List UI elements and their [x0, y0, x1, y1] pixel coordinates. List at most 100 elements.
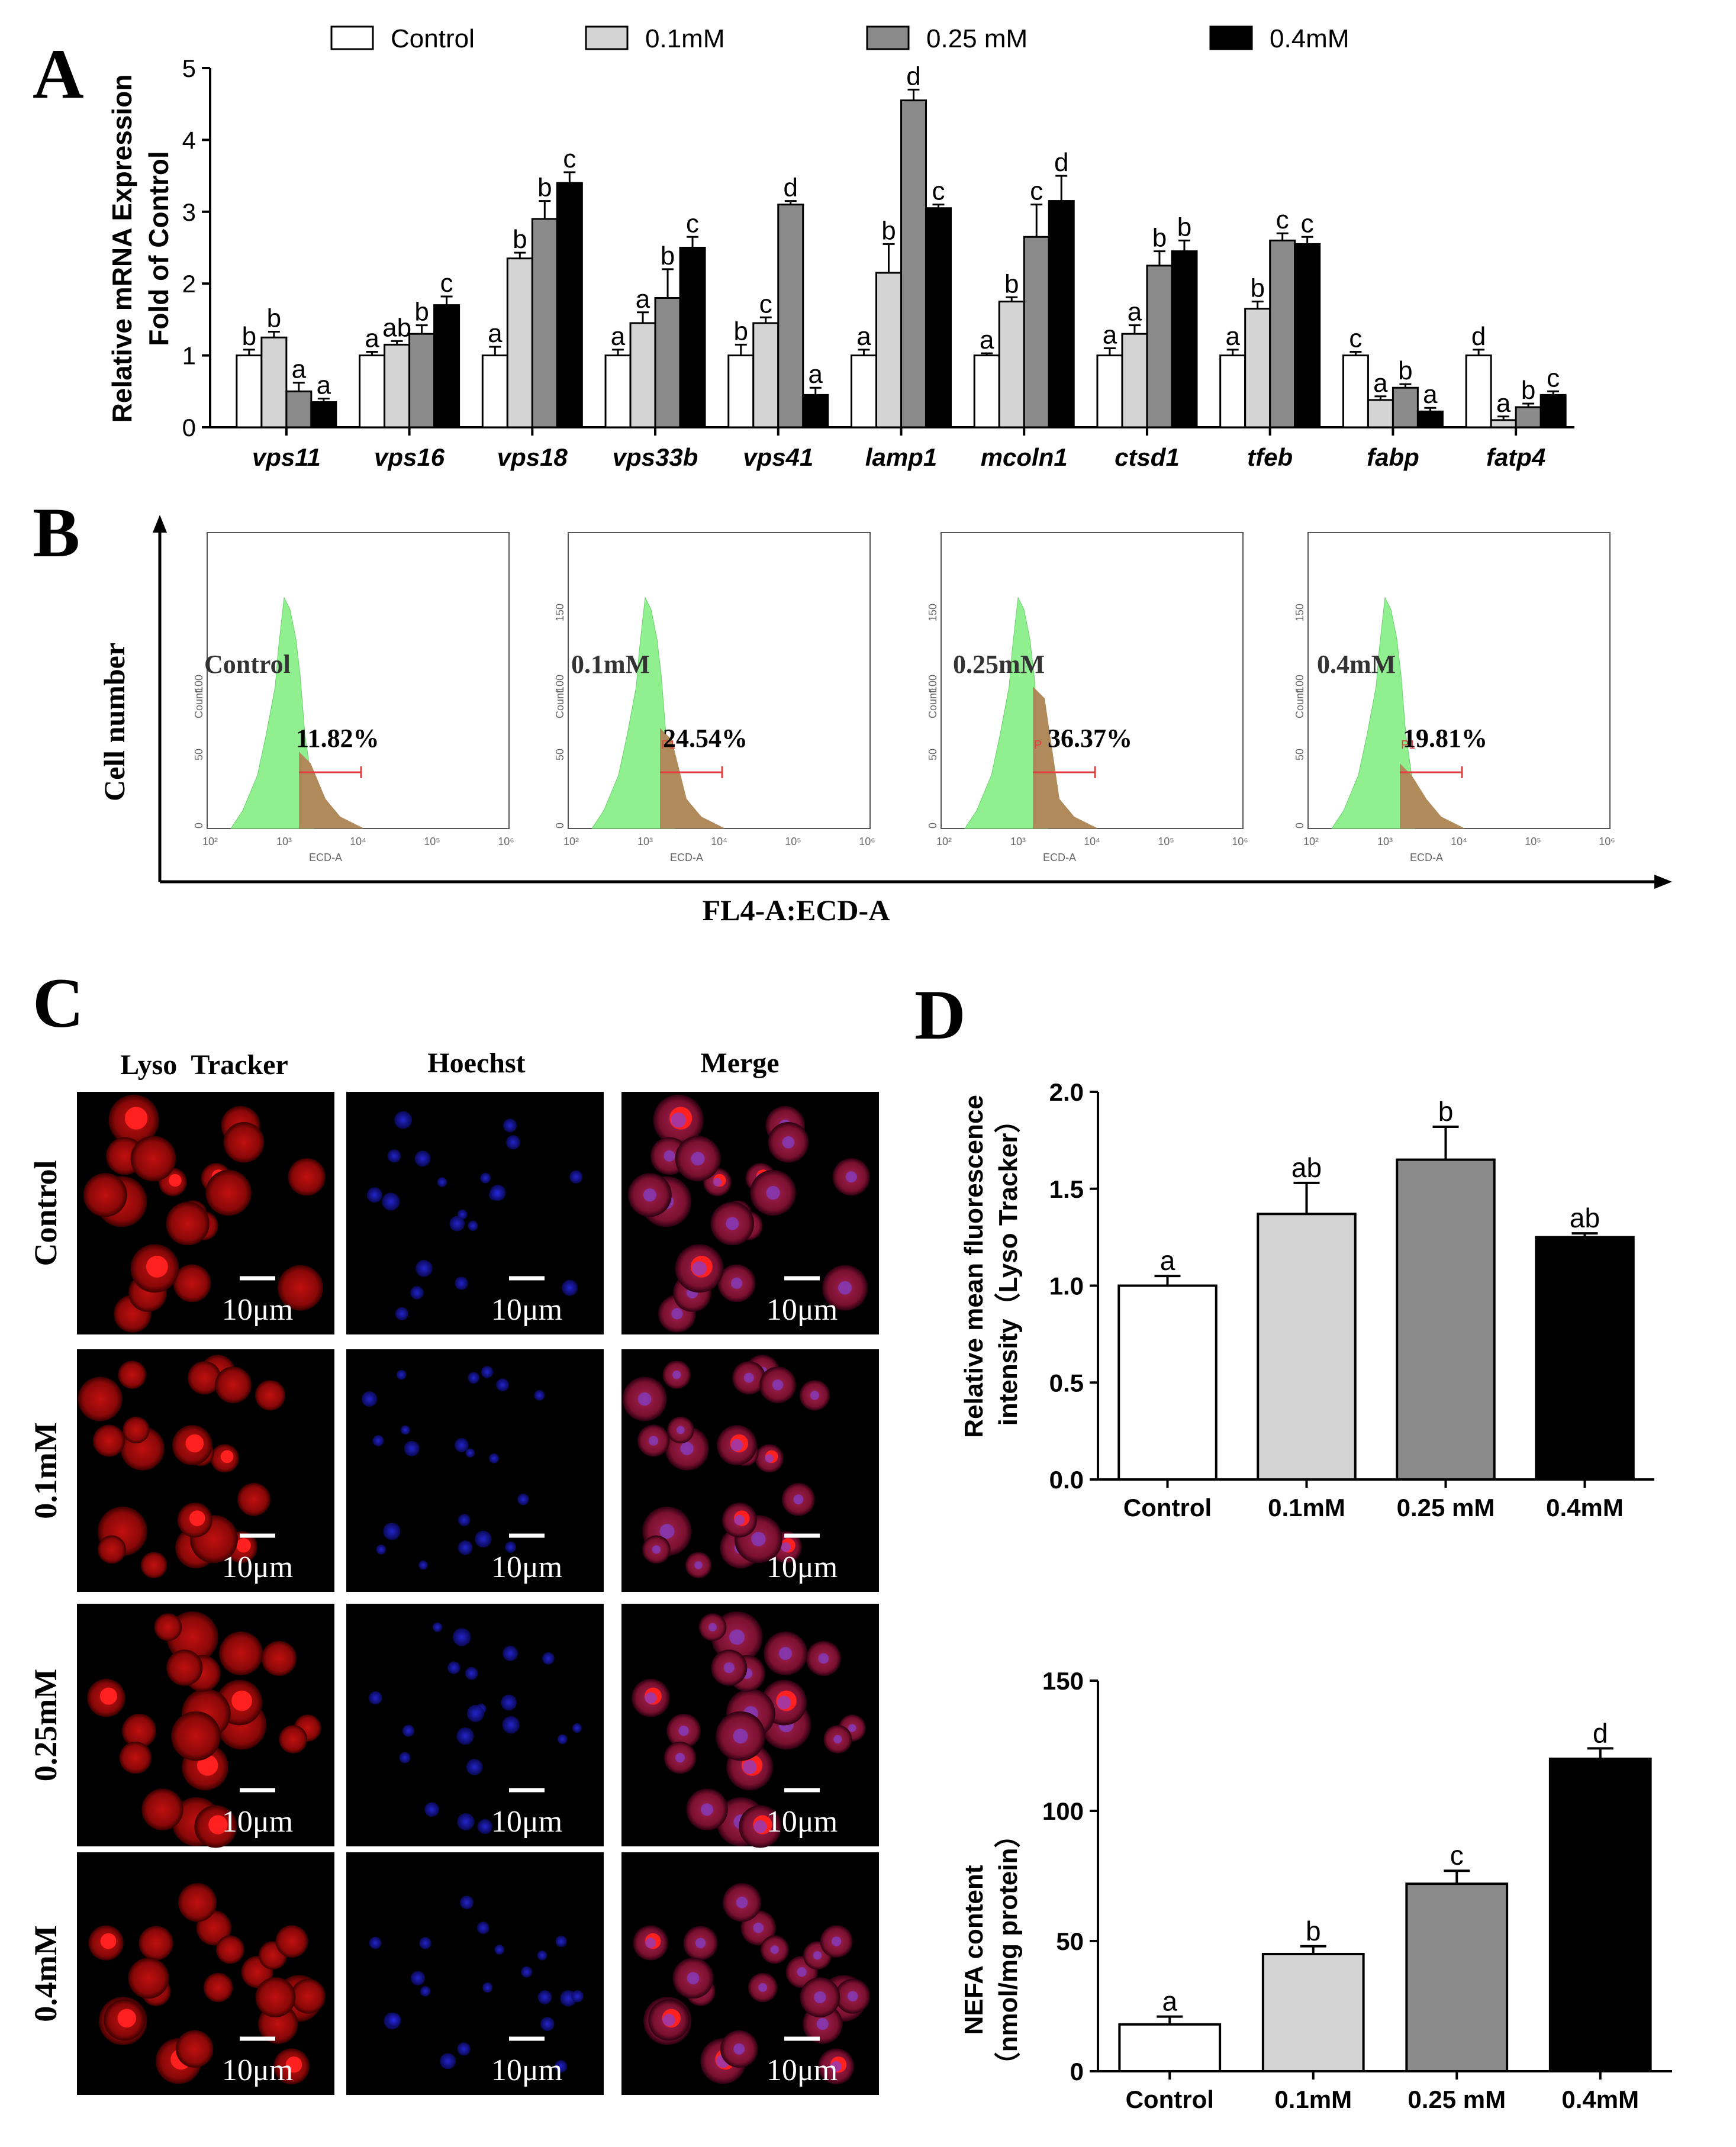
panel-label-a: A [33, 34, 84, 113]
percent-label: 24.54% [663, 724, 748, 753]
cell [288, 1158, 326, 1196]
cell [173, 1264, 211, 1303]
x-tick-label: 10⁴ [1084, 836, 1100, 847]
bar [1465, 354, 1492, 428]
y-tick-label: 0 [182, 414, 196, 441]
percent-label: 36.37% [1048, 724, 1132, 753]
y-tick-label: 4 [182, 126, 196, 154]
cell [92, 1424, 125, 1457]
nucleus [457, 1813, 475, 1830]
cell [215, 1935, 244, 1964]
legend-label-0.25mM: 0.25 mM [926, 24, 1028, 53]
histogram-plot: P 10² 10³ 10⁴ 10⁵ 10⁶ ECD-A 0 50 100 150 Count 0.25m… [927, 532, 1248, 863]
nucleus-overlay [652, 1545, 661, 1554]
micrograph: 10μm [346, 1604, 604, 1846]
significance-letter: b [1398, 356, 1412, 385]
significance-letter: b [537, 173, 552, 202]
bar [654, 296, 681, 428]
nucleus [465, 1666, 478, 1680]
y-tick-label: 50 [193, 749, 205, 760]
nucleus-overlay [687, 1972, 700, 1985]
nucleus [476, 1922, 489, 1935]
significance-letter: ab [1570, 1203, 1600, 1233]
nucleus [540, 2017, 555, 2031]
x-tick-label: 10² [563, 836, 579, 847]
nucleus-overlay [772, 1379, 784, 1391]
nucleus [410, 1286, 424, 1300]
nucleus [362, 1391, 378, 1407]
nucleus-overlay [664, 1150, 675, 1162]
nucleus-overlay [734, 1514, 745, 1526]
significance-letter: d [1471, 322, 1486, 351]
lysosome-cluster [169, 1174, 182, 1187]
nucleus [418, 1560, 428, 1570]
nucleus-overlay [814, 1991, 826, 2004]
nucleus-overlay [742, 1760, 757, 1774]
significance-letter: a [1103, 320, 1117, 349]
lysosome-cluster [146, 1255, 168, 1278]
x-tick-label: vps18 [497, 443, 568, 471]
significance-letter: a [980, 325, 994, 354]
significance-letter: c [686, 209, 699, 238]
significance-letter: a [1373, 369, 1388, 398]
bar [752, 322, 780, 428]
bar [900, 99, 927, 428]
significance-letter: a [611, 322, 626, 351]
nucleus [557, 1734, 568, 1745]
nucleus-overlay [680, 1442, 694, 1455]
nucleus [457, 2042, 471, 2056]
bar [1396, 1158, 1496, 1481]
cell [275, 1925, 308, 1958]
significance-letter: b [1177, 212, 1191, 241]
nucleus [416, 1260, 433, 1277]
chart-a-ylabel: Relative mRNA Expression [107, 75, 137, 423]
panel-label-d: D [914, 975, 966, 1054]
bar [777, 204, 804, 428]
micrograph: 10μm [346, 1092, 604, 1334]
x-tick-label: vps11 [252, 443, 321, 471]
chart-d1-ylabel2: intensity（Lyso Tracker） [994, 1107, 1023, 1426]
nucleus-overlay [671, 1308, 683, 1320]
nucleus [404, 1440, 420, 1456]
bar [629, 322, 656, 428]
bar [1367, 399, 1394, 428]
bar [1416, 410, 1444, 428]
significance-letter: b [242, 322, 256, 351]
legend-swatch-control [330, 25, 374, 50]
nucleus-overlay [677, 1426, 685, 1434]
nucleus-overlay [692, 1261, 707, 1276]
nucleus-overlay [766, 1185, 780, 1200]
significance-letter: b [881, 216, 896, 245]
x-tick-label: 10³ [276, 836, 292, 847]
significance-letter: d [906, 62, 920, 91]
cell [154, 1613, 182, 1641]
nucleus-overlay [847, 1991, 858, 2002]
nucleus-overlay [700, 1803, 714, 1816]
cell [119, 1742, 152, 1774]
nucleus [376, 1545, 387, 1555]
nucleus [395, 1307, 409, 1321]
cell [178, 1883, 217, 1922]
lysosome-cluster [189, 1510, 205, 1526]
percent-label: 11.82% [296, 724, 379, 753]
significance-letter: c [1547, 363, 1560, 392]
nucleus [432, 1622, 443, 1632]
significance-letter: b [267, 304, 281, 333]
cell [188, 1361, 221, 1395]
significance-letter: b [1306, 1916, 1321, 1946]
x-tick-label: 10⁴ [1451, 836, 1467, 847]
nucleus [534, 1390, 545, 1401]
significance-letter: a [1160, 1245, 1175, 1276]
chart-b-ylabel: Cell number [98, 643, 131, 801]
cell [122, 1713, 156, 1748]
y-tick-label: 0.0 [1049, 1466, 1084, 1494]
cell [118, 1361, 147, 1389]
nucleus-overlay [813, 1951, 822, 1960]
nucleus [437, 1177, 447, 1187]
bar [1294, 243, 1321, 428]
x-tick-label: 10³ [1377, 836, 1393, 847]
bar [604, 354, 632, 428]
nucleus [369, 1691, 382, 1705]
histogram-frame [1307, 532, 1611, 829]
